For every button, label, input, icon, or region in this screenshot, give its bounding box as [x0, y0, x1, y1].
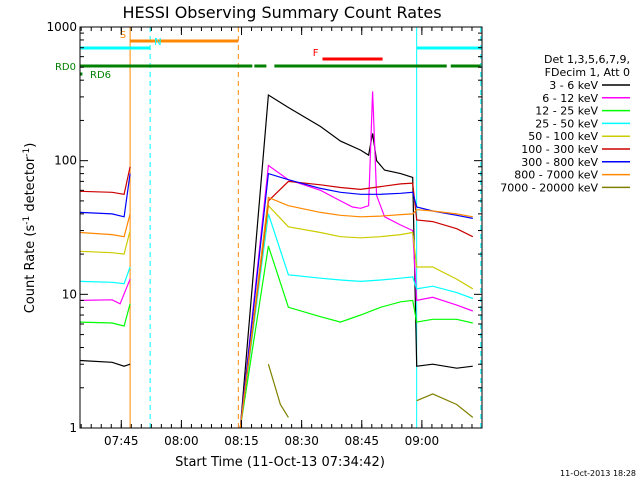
- x-tick-label: 08:00: [164, 434, 199, 448]
- x-axis: 07:45 08:00 08:15 08:30 08:45 09:00: [80, 27, 483, 448]
- legend-header-line-1: Det 1,3,5,6,7,9,: [544, 53, 630, 66]
- legend-label: 300 - 800 keV: [521, 156, 598, 169]
- y-tick-label: 100: [54, 154, 77, 168]
- legend-header-line-2: FDecim 1, Att 0: [545, 66, 630, 79]
- legend-label: 25 - 50 keV: [535, 117, 598, 130]
- series-line-8: [267, 364, 474, 418]
- flag-label-rd6: RD6: [90, 70, 111, 81]
- x-tick-label: 08:15: [224, 434, 259, 448]
- x-tick-label: 08:30: [284, 434, 319, 448]
- x-tick-label: 08:45: [344, 434, 379, 448]
- chart-legend: Det 1,3,5,6,7,9, FDecim 1, Att 0 3 - 6 k…: [500, 53, 630, 194]
- y-tick-label: 1000: [46, 20, 77, 34]
- legend-label: 12 - 25 keV: [535, 105, 598, 118]
- series-line-4: [80, 204, 474, 428]
- series-line-7: [80, 196, 473, 428]
- legend-label: 6 - 12 keV: [542, 92, 598, 105]
- x-tick-label: 07:45: [104, 434, 139, 448]
- legend-label: 100 - 300 keV: [521, 143, 598, 156]
- series-line-5: [80, 166, 474, 428]
- legend-label: 50 - 100 keV: [528, 130, 598, 143]
- legend-label: 3 - 6 keV: [549, 79, 598, 92]
- series-line-3: [80, 213, 474, 428]
- chart-title: HESSI Observing Summary Count Rates: [122, 3, 441, 22]
- flag-label-rd0: RD0: [55, 62, 76, 73]
- y-tick-label: 10: [62, 287, 77, 301]
- legend-label: 800 - 7000 keV: [514, 169, 598, 182]
- y-tick-label: 1: [69, 421, 77, 435]
- series-line-2: [80, 245, 473, 428]
- flag-label-n: N: [154, 37, 161, 48]
- x-axis-label: Start Time (11-Oct-13 07:34:42): [175, 455, 385, 470]
- y-axis-label: Count Rate (s-1 detector-1): [22, 143, 38, 314]
- y-axis: 1 10 100 1000: [46, 20, 482, 435]
- series-line-1: [80, 91, 474, 428]
- legend-label: 7000 - 20000 keV: [500, 181, 598, 194]
- plot-frame: [79, 26, 483, 429]
- flag-label-s: S: [120, 30, 126, 41]
- flag-label-f: F: [313, 48, 319, 59]
- footer-timestamp: 11-Oct-2013 18:28: [560, 469, 636, 478]
- x-tick-label: 09:00: [405, 434, 440, 448]
- plot-area: S N F RD0 RD6: [55, 27, 482, 428]
